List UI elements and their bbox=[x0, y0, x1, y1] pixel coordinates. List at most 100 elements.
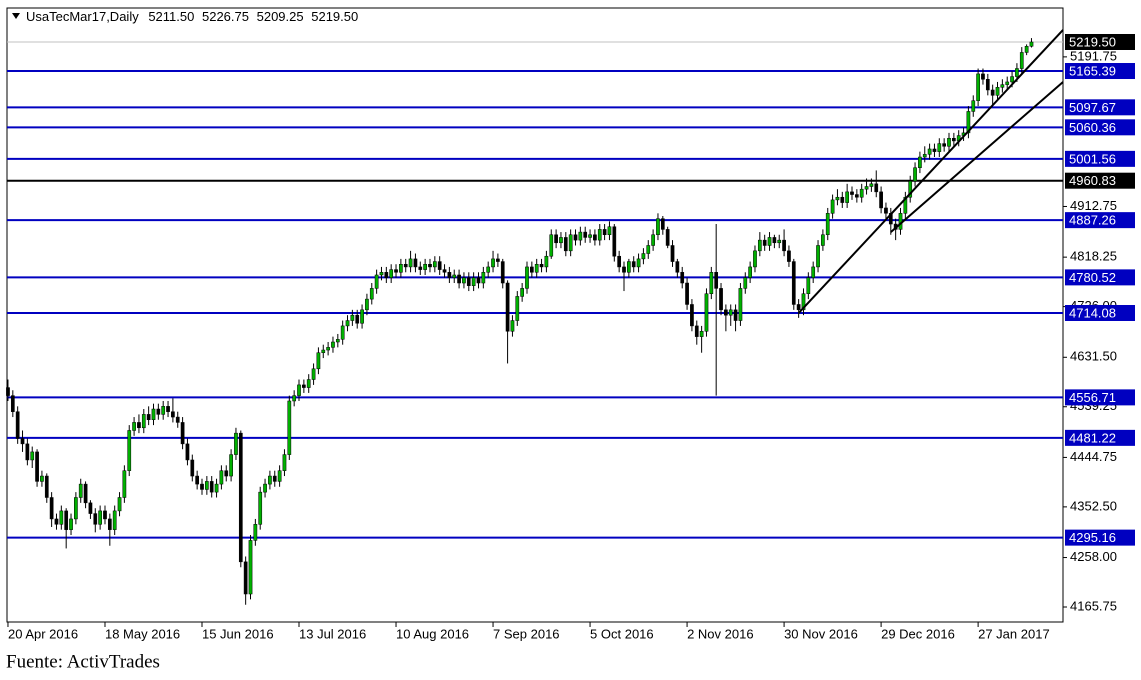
candle-body bbox=[1024, 46, 1029, 53]
candle-body bbox=[476, 277, 481, 284]
candle-body bbox=[238, 432, 243, 563]
candle-body bbox=[389, 269, 394, 278]
y-tick-label: 5191.75 bbox=[1070, 48, 1117, 63]
candle-body bbox=[753, 250, 757, 268]
candle-body bbox=[374, 274, 379, 289]
candle-body bbox=[772, 237, 777, 244]
candle-body bbox=[976, 73, 980, 101]
candle-body bbox=[903, 196, 908, 214]
candle-body bbox=[379, 272, 384, 276]
level-label-box bbox=[1065, 172, 1135, 189]
candle-body bbox=[204, 481, 209, 490]
candle-body bbox=[268, 475, 272, 485]
candle-body bbox=[418, 266, 423, 270]
candle-body bbox=[607, 226, 612, 236]
trendline bbox=[797, 29, 1064, 314]
candle-body bbox=[166, 406, 170, 412]
candle-body bbox=[617, 255, 622, 268]
candle-body bbox=[156, 408, 161, 415]
candle-body bbox=[316, 352, 321, 370]
ohlc-close: 5219.50 bbox=[311, 9, 358, 24]
candle-body bbox=[612, 226, 617, 257]
candle-body bbox=[384, 272, 389, 278]
level-label-box bbox=[1065, 429, 1135, 446]
x-tick-label: 30 Nov 2016 bbox=[784, 626, 858, 641]
candle-body bbox=[107, 518, 112, 530]
candle-body bbox=[641, 253, 646, 260]
candle-body bbox=[845, 191, 849, 203]
candle-body bbox=[491, 258, 495, 268]
level-label: 4780.52 bbox=[1069, 270, 1116, 285]
candle-body bbox=[859, 188, 864, 198]
candle-body bbox=[884, 207, 888, 214]
candle-body bbox=[762, 239, 767, 246]
candle-body bbox=[127, 430, 132, 471]
level-label-box bbox=[1065, 99, 1135, 116]
candle-body bbox=[544, 255, 549, 268]
candle-body bbox=[185, 443, 190, 461]
candle-body bbox=[74, 497, 78, 520]
candle-body bbox=[399, 263, 403, 273]
candle-body bbox=[496, 258, 500, 262]
y-tick-label: 4258.00 bbox=[1070, 549, 1117, 564]
candle-body bbox=[651, 234, 655, 246]
candle-body bbox=[685, 282, 689, 305]
candle-body bbox=[947, 137, 951, 147]
x-tick-label: 20 Apr 2016 bbox=[8, 626, 78, 641]
candle-body bbox=[214, 483, 219, 493]
candle-body bbox=[738, 288, 743, 321]
candle-body bbox=[927, 148, 932, 155]
candle-body bbox=[811, 266, 816, 278]
candle-body bbox=[966, 111, 971, 134]
candle-body bbox=[971, 100, 976, 112]
candle-body bbox=[117, 497, 122, 512]
candle-body bbox=[782, 239, 786, 252]
menu-arrow[interactable] bbox=[12, 13, 20, 19]
candle-body bbox=[471, 277, 476, 286]
candle-body bbox=[821, 234, 825, 246]
candle-body bbox=[141, 414, 146, 429]
level-label-box bbox=[1065, 389, 1135, 406]
last-price-box bbox=[1065, 33, 1135, 50]
candle-body bbox=[840, 196, 845, 203]
x-tick-label: 13 Jul 2016 bbox=[299, 626, 366, 641]
candle-body bbox=[297, 384, 301, 396]
x-tick-label: 18 May 2016 bbox=[105, 626, 180, 641]
candle-body bbox=[340, 325, 345, 340]
candle-body bbox=[796, 304, 801, 311]
level-label: 4295.16 bbox=[1069, 530, 1116, 545]
candle-body bbox=[1010, 76, 1014, 83]
candle-body bbox=[292, 395, 297, 402]
header: UsaTecMar17,Daily 5211.50 5226.75 5209.2… bbox=[26, 9, 358, 24]
candle-body bbox=[49, 497, 54, 520]
candle-body bbox=[452, 274, 457, 278]
candle-body bbox=[539, 263, 544, 268]
candle-body bbox=[869, 183, 874, 187]
candle-body bbox=[515, 296, 520, 321]
x-tick-label: 15 Jun 2016 bbox=[202, 626, 274, 641]
candle-body bbox=[350, 314, 355, 321]
level-label: 5001.56 bbox=[1069, 151, 1116, 166]
candle-body bbox=[486, 266, 491, 273]
candle-body bbox=[30, 451, 35, 461]
level-label: 5097.67 bbox=[1069, 100, 1116, 115]
candle-body bbox=[990, 89, 995, 96]
candle-body bbox=[190, 459, 195, 477]
level-label-box bbox=[1065, 150, 1135, 167]
level-label: 4556.71 bbox=[1069, 390, 1116, 405]
candle-body bbox=[171, 411, 175, 418]
candle-body bbox=[918, 156, 922, 168]
x-tick-label: 29 Dec 2016 bbox=[881, 626, 955, 641]
candle-body bbox=[1005, 81, 1010, 85]
level-label: 4960.83 bbox=[1069, 173, 1116, 188]
candle-body bbox=[369, 288, 374, 300]
candle-body bbox=[743, 277, 748, 289]
candle-body bbox=[583, 231, 588, 238]
candle-body bbox=[447, 272, 452, 278]
candle-body bbox=[525, 266, 529, 289]
candle-body bbox=[854, 194, 859, 198]
x-tick-label: 7 Sep 2016 bbox=[493, 626, 560, 641]
candle-body bbox=[680, 272, 685, 284]
candle-body bbox=[151, 408, 156, 420]
